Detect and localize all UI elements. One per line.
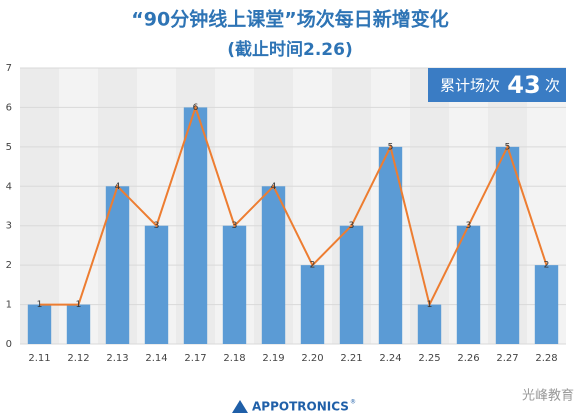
x-tick-label: 2.25 — [418, 353, 440, 364]
bar — [534, 265, 559, 344]
trend-line — [39, 104, 548, 308]
bar — [105, 186, 130, 344]
x-tick-label: 2.20 — [301, 353, 323, 364]
y-tick-label: 0 — [6, 339, 12, 350]
plot-area: 0 1 2 3 4 5 6 7 2.11 2.12 2.13 2.14 2.17 2.18 2.19 2.20… — [6, 63, 566, 364]
x-tick-label: 2.28 — [535, 353, 557, 364]
data-label: 5 — [388, 142, 394, 152]
bar — [495, 146, 520, 344]
x-tick-label: 2.11 — [28, 353, 50, 364]
data-label: 3 — [349, 221, 355, 231]
bar — [183, 107, 208, 344]
total-unit: 次 — [545, 77, 560, 95]
total-badge — [428, 68, 566, 102]
total-value: 43 — [507, 71, 540, 99]
logo-icon — [232, 400, 248, 413]
bar — [66, 304, 91, 344]
y-tick-label: 2 — [6, 260, 12, 271]
y-tick-label: 4 — [6, 181, 12, 192]
x-tick-label: 2.13 — [106, 353, 128, 364]
bar — [222, 225, 247, 344]
y-tick-label: 1 — [6, 300, 12, 311]
data-label: 3 — [154, 221, 160, 231]
x-tick-label: 2.21 — [340, 353, 362, 364]
x-tick-label: 2.12 — [67, 353, 89, 364]
bar — [27, 304, 52, 344]
column-band — [59, 68, 98, 344]
bar — [456, 225, 481, 344]
data-label: 1 — [76, 300, 82, 310]
chart-title: “90分钟线上课堂”场次每日新增变化 — [131, 8, 448, 31]
y-tick-label: 5 — [6, 142, 12, 153]
bar — [339, 225, 364, 344]
data-label: 4 — [115, 182, 121, 192]
x-tick-label: 2.26 — [457, 353, 479, 364]
bar — [417, 304, 442, 344]
data-label: 3 — [466, 221, 472, 231]
data-label: 2 — [310, 261, 316, 271]
bar — [144, 225, 169, 344]
x-tick-label: 2.27 — [496, 353, 518, 364]
column-band — [410, 68, 449, 344]
x-tick-label: 2.24 — [379, 353, 401, 364]
data-label: 2 — [544, 261, 550, 271]
y-tick-label: 6 — [6, 102, 12, 113]
logo: APPOTRONICS — [252, 400, 349, 414]
x-tick-label: 2.19 — [262, 353, 284, 364]
y-tick-label: 3 — [6, 221, 12, 232]
logo-mark: ® — [350, 399, 356, 406]
bar — [378, 146, 403, 344]
column-band — [20, 68, 59, 344]
watermark: 光峰教育 — [522, 388, 574, 404]
data-label: 1 — [427, 300, 433, 310]
data-label: 4 — [271, 182, 277, 192]
x-tick-label: 2.14 — [145, 353, 167, 364]
y-tick-label: 7 — [6, 63, 12, 74]
x-tick-label: 2.17 — [184, 353, 206, 364]
data-label: 6 — [193, 103, 199, 113]
x-tick-label: 2.18 — [223, 353, 245, 364]
data-label: 3 — [232, 221, 238, 231]
bar — [261, 186, 286, 344]
chart-subtitle: (截止时间2.26) — [227, 39, 352, 60]
bar — [300, 265, 325, 344]
data-label: 5 — [505, 142, 511, 152]
total-label: 累计场次 — [440, 77, 500, 95]
data-label: 1 — [37, 300, 43, 310]
